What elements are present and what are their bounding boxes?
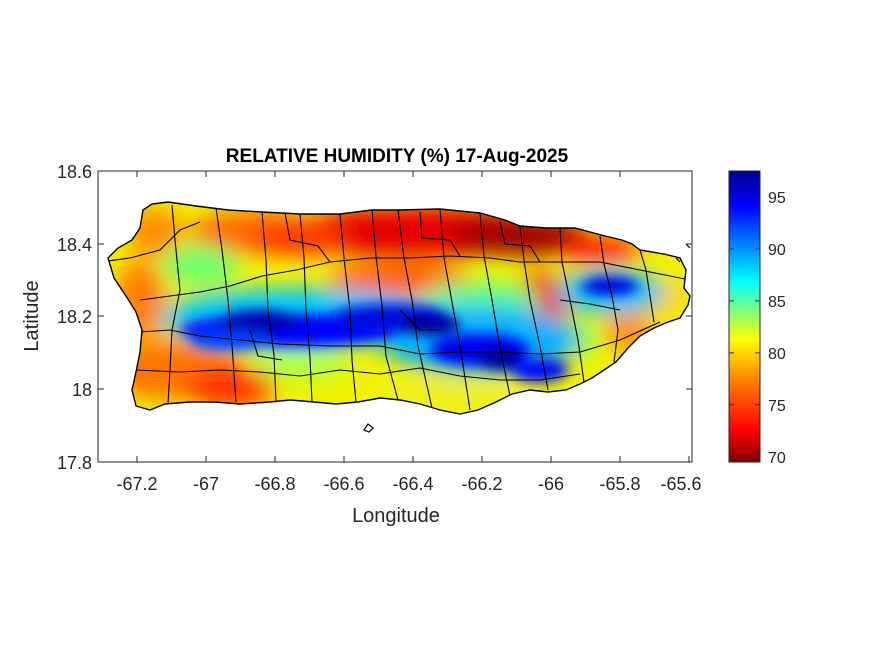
x-axis: -67.2 -67 -66.8 -66.6 -66.4 -66.2 -66 -6… (116, 171, 702, 527)
x-axis-title: Longitude (352, 505, 440, 527)
x-tick-label: -67 (193, 474, 219, 494)
colorbar-tick-label: 70 (768, 450, 786, 467)
y-tick-label: 18.2 (57, 307, 92, 327)
x-tick-label: -66 (538, 474, 564, 494)
x-tick-label: -66.2 (461, 474, 502, 494)
y-axis-title: Latitude (21, 280, 43, 351)
chart-title: RELATIVE HUMIDITY (%) 17-Aug-2025 (226, 146, 569, 167)
colorbar-tick-label: 85 (768, 294, 786, 311)
x-tick-label: -66.6 (323, 474, 364, 494)
y-tick-label: 18 (72, 380, 92, 400)
x-tick-label: -66.8 (254, 474, 295, 494)
y-axis: 18.6 18.4 18.2 18 17.8 Latitude (21, 162, 692, 473)
colorbar-tick-label: 90 (768, 242, 786, 259)
x-tick-label: -65.8 (599, 474, 640, 494)
x-tick-label: -66.4 (392, 474, 433, 494)
colorbar-tick-label: 95 (768, 190, 786, 207)
offshore-cays (363, 243, 691, 433)
municipal-boundaries (108, 204, 690, 411)
x-tick-label: -65.6 (660, 474, 701, 494)
humidity-field (108, 202, 690, 414)
y-tick-label: 17.8 (57, 453, 92, 473)
x-tick-label: -67.2 (116, 474, 157, 494)
colorbar-tick-label: 75 (768, 398, 786, 415)
colorbar-gradient (728, 170, 761, 463)
colorbar-tick-label: 80 (768, 346, 786, 363)
y-tick-label: 18.6 (57, 162, 92, 182)
colorbar: 70 75 80 85 90 95 (728, 170, 786, 467)
y-tick-label: 18.4 (57, 235, 92, 255)
